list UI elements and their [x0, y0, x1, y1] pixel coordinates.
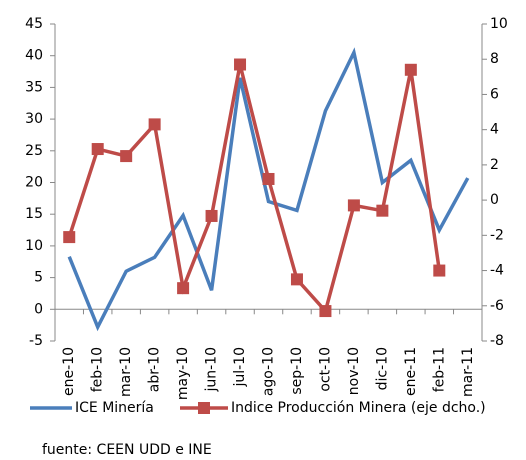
series-marker — [319, 305, 332, 318]
y2-tick-label: 0 — [490, 192, 499, 208]
series-marker — [148, 118, 161, 131]
y2-tick-label: 4 — [490, 122, 499, 138]
y-tick-label: 15 — [25, 206, 43, 222]
legend-label: Indice Producción Minera (eje dcho.) — [231, 400, 486, 416]
series-marker — [234, 58, 247, 71]
series-marker — [63, 231, 76, 244]
x-tick-label: mar-10 — [118, 347, 134, 397]
series-marker — [177, 282, 190, 295]
y2-tick-label: -2 — [490, 227, 504, 243]
y2-tick-label: 10 — [490, 16, 508, 32]
x-tick-label: ene-10 — [61, 347, 77, 396]
x-tick-label: jun-10 — [204, 347, 220, 393]
legend-marker — [198, 402, 210, 414]
y-tick-label: 45 — [25, 16, 43, 32]
y-tick-label: 30 — [25, 111, 43, 127]
x-tick-label: jul-10 — [232, 347, 248, 388]
x-tick-label: nov-10 — [346, 347, 362, 395]
y-tick-label: 25 — [25, 143, 43, 159]
y-tick-label: 10 — [25, 238, 43, 254]
y2-tick-label: -4 — [490, 263, 504, 279]
series-marker — [262, 172, 275, 185]
x-tick-label: abr-10 — [147, 347, 163, 392]
x-tick-label: sep-10 — [289, 347, 305, 395]
series-marker — [376, 204, 389, 217]
y-tick-label: 20 — [25, 175, 43, 191]
x-tick-label: ago-10 — [261, 347, 277, 396]
series-marker — [433, 264, 446, 277]
series-marker — [347, 199, 360, 212]
y2-tick-label: 8 — [490, 51, 499, 67]
source-note: fuente: CEEN UDD e INE — [42, 442, 212, 456]
series-line — [67, 47, 470, 332]
y-tick-label: 40 — [25, 48, 43, 64]
x-tick-label: feb-10 — [90, 347, 106, 392]
legend-label: ICE Minería — [75, 400, 154, 416]
y2-tick-label: 2 — [490, 157, 499, 173]
y-tick-label: 0 — [34, 301, 43, 317]
y2-tick-label: 6 — [490, 86, 499, 102]
y2-tick-label: -8 — [490, 333, 504, 349]
y-tick-label: 5 — [34, 270, 43, 286]
y-tick-label: -5 — [29, 333, 43, 349]
y2-tick-label: -6 — [490, 298, 504, 314]
x-tick-label: mar-11 — [460, 347, 476, 397]
series-marker — [205, 209, 218, 222]
x-tick-label: ene-11 — [403, 347, 419, 396]
y-tick-label: 35 — [25, 79, 43, 95]
series-marker — [120, 150, 133, 163]
series-marker — [91, 143, 104, 156]
x-tick-label: feb-11 — [431, 347, 447, 392]
x-tick-label: may-10 — [175, 347, 191, 400]
series-marker — [404, 63, 417, 76]
x-tick-label: oct-10 — [317, 347, 333, 392]
x-tick-label: dic-10 — [374, 347, 390, 390]
series-marker — [290, 273, 303, 286]
